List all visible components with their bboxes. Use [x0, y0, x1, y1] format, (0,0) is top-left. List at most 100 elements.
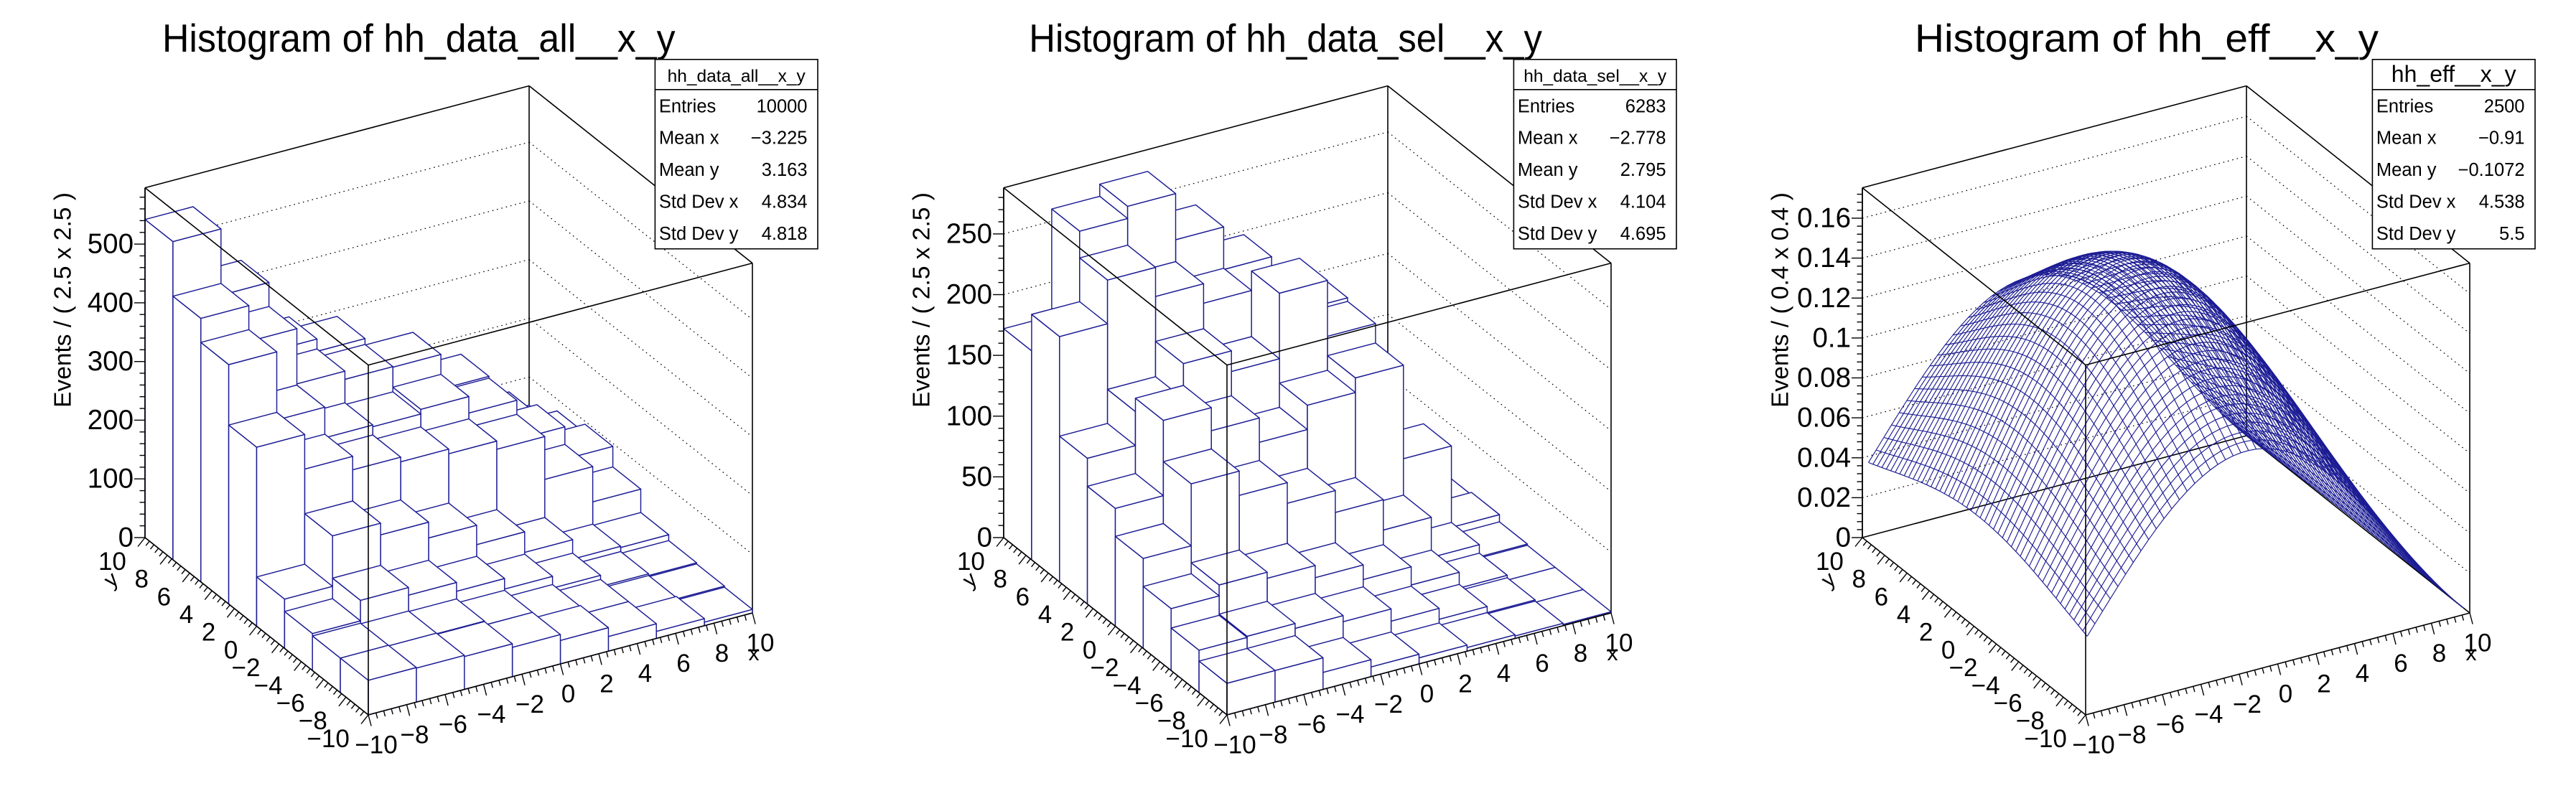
- svg-text:−8: −8: [2118, 721, 2147, 749]
- svg-text:−4: −4: [1336, 701, 1365, 729]
- svg-text:8: 8: [1852, 566, 1866, 594]
- svg-text:Std Dev x: Std Dev x: [1518, 192, 1597, 212]
- svg-text:−4: −4: [2195, 701, 2223, 729]
- svg-text:2: 2: [1919, 619, 1933, 647]
- svg-text:10: 10: [1605, 629, 1633, 657]
- svg-text:0.04: 0.04: [1797, 442, 1851, 473]
- svg-text:400: 400: [88, 287, 134, 318]
- svg-text:6: 6: [1875, 583, 1888, 611]
- svg-text:−10: −10: [2025, 725, 2067, 753]
- svg-text:100: 100: [88, 464, 134, 495]
- svg-text:−2: −2: [232, 654, 261, 682]
- svg-text:0: 0: [118, 523, 134, 553]
- svg-text:0: 0: [977, 523, 992, 553]
- svg-text:4: 4: [179, 601, 193, 629]
- svg-text:−6: −6: [439, 711, 467, 739]
- svg-text:−6: −6: [2156, 711, 2185, 739]
- svg-text:150: 150: [946, 340, 992, 371]
- svg-text:200: 200: [88, 405, 134, 436]
- svg-text:Entries: Entries: [659, 96, 716, 116]
- svg-text:10000: 10000: [757, 96, 808, 116]
- svg-text:4: 4: [2356, 660, 2369, 688]
- svg-text:4.538: 4.538: [2479, 192, 2525, 212]
- svg-text:0: 0: [1941, 636, 1955, 664]
- svg-text:hh_eff__x_y: hh_eff__x_y: [2391, 61, 2516, 87]
- svg-text:0: 0: [224, 636, 238, 664]
- svg-text:2: 2: [2317, 670, 2330, 698]
- svg-text:0.16: 0.16: [1797, 203, 1851, 234]
- svg-text:Mean y: Mean y: [2376, 160, 2437, 180]
- svg-text:0.14: 0.14: [1797, 243, 1851, 273]
- svg-text:−4: −4: [254, 672, 283, 700]
- svg-text:2: 2: [1060, 619, 1074, 647]
- svg-text:0: 0: [1420, 680, 1434, 708]
- svg-text:6: 6: [1535, 650, 1549, 678]
- svg-text:8: 8: [2432, 640, 2446, 668]
- svg-text:4: 4: [638, 660, 652, 688]
- svg-text:−6: −6: [1297, 711, 1326, 739]
- svg-text:6: 6: [676, 650, 690, 678]
- svg-text:Events / ( 0.4 x 0.4 ): Events / ( 0.4 x 0.4 ): [1768, 192, 1794, 408]
- svg-text:0: 0: [2279, 680, 2292, 708]
- svg-text:6: 6: [1016, 583, 1030, 611]
- svg-text:Mean x: Mean x: [2376, 128, 2437, 149]
- svg-text:−2: −2: [1949, 654, 1978, 682]
- svg-text:−8: −8: [2016, 707, 2045, 735]
- svg-text:0.06: 0.06: [1797, 403, 1851, 434]
- svg-text:−10: −10: [2072, 731, 2114, 759]
- svg-text:0.08: 0.08: [1797, 362, 1851, 393]
- svg-text:−10: −10: [355, 731, 397, 759]
- svg-text:8: 8: [994, 566, 1007, 594]
- svg-text:10: 10: [1816, 548, 1844, 576]
- svg-text:10: 10: [957, 548, 985, 576]
- svg-text:Histogram of hh_data_sel__x_y: Histogram of hh_data_sel__x_y: [1029, 16, 1542, 60]
- svg-text:−0.91: −0.91: [2478, 128, 2525, 149]
- svg-text:Events / ( 2.5 x 2.5 ): Events / ( 2.5 x 2.5 ): [50, 192, 77, 408]
- svg-text:x: x: [749, 642, 760, 665]
- svg-text:−6: −6: [1994, 690, 2022, 718]
- svg-text:Std Dev x: Std Dev x: [659, 192, 739, 212]
- svg-text:−2: −2: [2233, 690, 2262, 718]
- svg-text:300: 300: [88, 346, 134, 377]
- svg-text:50: 50: [961, 462, 992, 492]
- svg-text:6: 6: [2394, 650, 2407, 678]
- svg-text:−8: −8: [401, 721, 429, 749]
- svg-text:−4: −4: [1971, 672, 2000, 700]
- svg-text:4: 4: [1038, 601, 1052, 629]
- svg-text:−6: −6: [276, 690, 305, 718]
- svg-text:6283: 6283: [1625, 96, 1666, 116]
- svg-text:6: 6: [157, 583, 171, 611]
- svg-text:Entries: Entries: [1518, 96, 1574, 116]
- svg-text:−2: −2: [1374, 690, 1403, 718]
- svg-text:Std Dev y: Std Dev y: [659, 224, 739, 244]
- svg-text:10: 10: [747, 629, 775, 657]
- svg-text:−0.1072: −0.1072: [2458, 160, 2525, 180]
- svg-text:Histogram of hh_eff__x_y: Histogram of hh_eff__x_y: [1915, 16, 2379, 60]
- svg-text:Events / ( 2.5 x 2.5 ): Events / ( 2.5 x 2.5 ): [909, 192, 935, 408]
- svg-text:Mean x: Mean x: [659, 128, 719, 149]
- svg-text:0: 0: [561, 680, 575, 708]
- svg-text:−10: −10: [307, 725, 350, 753]
- svg-text:0.02: 0.02: [1797, 482, 1851, 513]
- svg-text:−10: −10: [1213, 731, 1256, 759]
- svg-text:−2.778: −2.778: [1610, 128, 1666, 149]
- svg-text:8: 8: [135, 566, 149, 594]
- svg-text:2.795: 2.795: [1620, 160, 1666, 180]
- svg-text:100: 100: [946, 400, 992, 431]
- svg-text:Mean y: Mean y: [1518, 160, 1578, 180]
- svg-text:8: 8: [1574, 640, 1587, 668]
- svg-text:4: 4: [1897, 601, 1910, 629]
- svg-text:2: 2: [202, 619, 215, 647]
- svg-text:0: 0: [1083, 636, 1096, 664]
- svg-text:−8: −8: [1157, 707, 1186, 735]
- svg-text:0.1: 0.1: [1812, 322, 1851, 353]
- svg-text:x: x: [2466, 642, 2477, 665]
- svg-text:4.104: 4.104: [1620, 192, 1666, 212]
- svg-text:−8: −8: [299, 707, 327, 735]
- svg-text:−4: −4: [477, 701, 506, 729]
- svg-text:4: 4: [1497, 660, 1511, 688]
- svg-text:2500: 2500: [2484, 96, 2525, 116]
- svg-text:−2: −2: [1091, 654, 1119, 682]
- svg-text:10: 10: [2464, 629, 2492, 657]
- svg-text:250: 250: [946, 218, 992, 249]
